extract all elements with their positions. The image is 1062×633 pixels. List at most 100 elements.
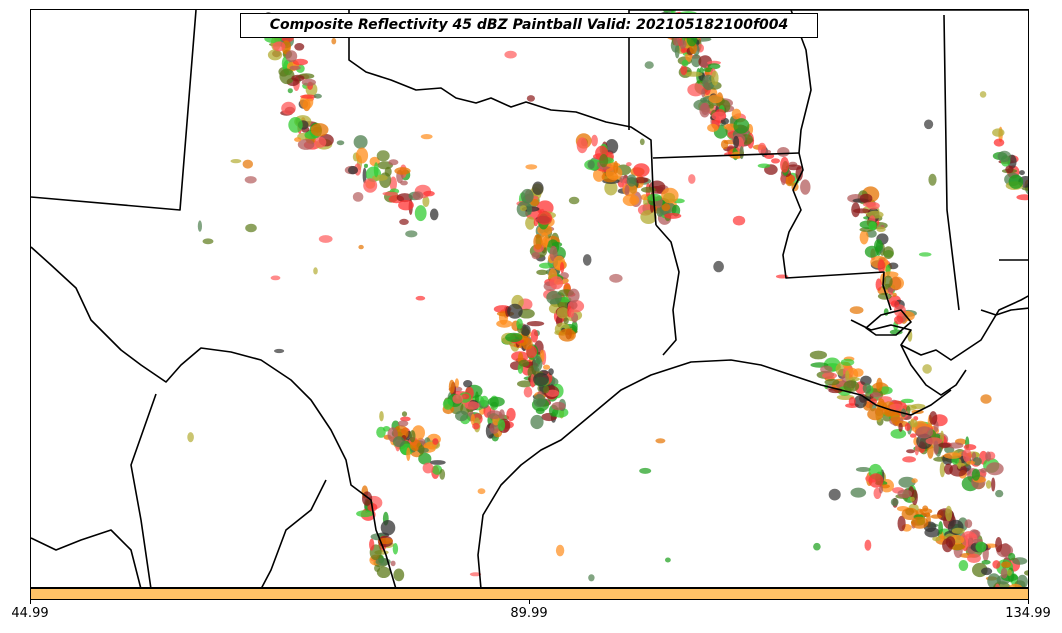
paintball-blob [432, 438, 439, 445]
paintball-blob [294, 137, 302, 142]
paintball-blob [358, 244, 364, 250]
paintball-blob [661, 187, 679, 204]
paintball-blob [400, 416, 411, 422]
paintball-blob [310, 123, 329, 137]
paintball-blob [958, 560, 969, 571]
paintball-blob [914, 444, 919, 456]
paintball-blob [626, 174, 637, 187]
paintball-blob [915, 426, 934, 439]
paintball-blob [272, 41, 286, 52]
paintball-blob [911, 478, 918, 484]
paintball-blob [887, 262, 899, 270]
paintball-blob [405, 230, 418, 238]
paintball-blob [398, 200, 414, 211]
paintball-blob [464, 401, 480, 410]
paintball-blob [523, 386, 533, 398]
paintball-blob [604, 180, 618, 196]
paintball-blob [517, 380, 533, 388]
paintball-blob [556, 307, 569, 319]
paintball-blob [739, 146, 744, 160]
paintball-blob [840, 358, 855, 366]
paintball-blob [507, 303, 523, 319]
paintball-blob [267, 49, 283, 61]
paintball-blob [364, 163, 368, 168]
paintball-blob [1012, 557, 1028, 565]
paintball-blob [985, 480, 992, 489]
colorbar-tick-mid [529, 600, 530, 604]
paintball-blob [412, 191, 424, 201]
paintball-blob [889, 403, 904, 411]
colorbar [30, 588, 1029, 600]
paintball-blob [348, 166, 358, 175]
paintball-blob [530, 199, 540, 206]
paintball-blob [331, 38, 337, 45]
paintball-blob [285, 50, 298, 63]
paintball-blob [537, 211, 553, 225]
paintball-blob [943, 452, 962, 459]
florida-panhandle [980, 307, 1028, 316]
paintball-blob [867, 408, 884, 421]
paintball-blob [279, 68, 295, 85]
paintball-blob [980, 468, 988, 473]
paintball-blob [599, 154, 609, 168]
paintball-blob [633, 163, 650, 178]
paintball-blob [548, 368, 554, 376]
paintball-blob [890, 498, 899, 507]
paintball-blob [406, 447, 411, 462]
ms-al-border [943, 14, 960, 311]
mexico-state-2 [130, 393, 157, 587]
paintball-blob [448, 379, 455, 394]
paintball-blob [875, 278, 882, 291]
paintball-blob [639, 467, 652, 474]
paintball-blob [876, 226, 886, 232]
texas-coast [477, 359, 952, 587]
paintball-blob [868, 221, 877, 231]
paintball-blob [560, 262, 565, 274]
paintball-blob [902, 456, 916, 463]
paintball-blob [855, 467, 871, 472]
paintball-blob [533, 372, 549, 387]
paintball-blob [533, 394, 546, 408]
paintball-blob [400, 180, 408, 186]
paintball-blob [1001, 561, 1011, 568]
paintball-blob [898, 422, 903, 432]
paintball-blob [949, 463, 968, 477]
paintball-blob [890, 300, 900, 308]
paintball-blob [862, 383, 872, 394]
paintball-blob [864, 539, 872, 551]
paintball-blob [785, 164, 803, 171]
paintball-blob [374, 564, 381, 572]
mexico-state-3 [261, 479, 327, 587]
paintball-blob [409, 439, 422, 452]
paintball-blob [530, 329, 539, 343]
paintball-blob [850, 487, 867, 498]
paintball-blob [388, 159, 399, 166]
paintball-blob [555, 544, 565, 557]
paintball-blob [877, 398, 885, 408]
paintball-blob [699, 102, 710, 118]
paintball-blob [379, 411, 384, 422]
paintball-blob [867, 202, 880, 210]
paintball-blob [904, 422, 911, 432]
paintball-blob [531, 252, 540, 260]
paintball-blob [795, 166, 803, 181]
paintball-blob [313, 93, 322, 99]
paintball-blob [588, 574, 595, 582]
paintball-blob [292, 58, 308, 66]
paintball-blob [661, 203, 671, 212]
colorbar-label-max: 134.99 [1005, 606, 1051, 621]
paintball-blob [859, 230, 869, 245]
paintball-blob [362, 167, 367, 184]
paintball-blob [389, 176, 397, 192]
paintball-blob [423, 190, 435, 197]
paintball-blob [487, 396, 505, 407]
paintball-blob [997, 150, 1012, 163]
paintball-blob [962, 448, 972, 463]
paintball-blob [911, 403, 926, 409]
paintball-blob [463, 380, 473, 388]
paintball-blob [393, 568, 405, 582]
paintball-blob [314, 136, 327, 148]
paintball-blob [707, 63, 721, 70]
paintball-blob [878, 484, 884, 494]
paintball-blob [876, 377, 883, 392]
